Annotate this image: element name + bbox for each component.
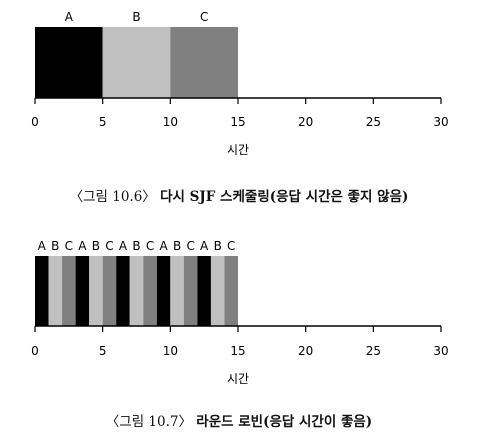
x-tick-label: 15: [230, 115, 245, 129]
segment-label-c: C: [227, 239, 235, 253]
segment-label-b: B: [51, 239, 59, 253]
segment-label-c: C: [146, 239, 154, 253]
x-tick-label: 5: [99, 115, 107, 129]
x-tick-label: 30: [433, 115, 448, 129]
caption-prefix: 〈그림 10.6〉: [69, 189, 156, 205]
segment-a: [35, 27, 103, 98]
segment-c: [102, 256, 117, 326]
figure-caption-10-6: 〈그림 10.6〉 다시 SJF 스케줄링(응답 시간은 좋지 않음): [0, 185, 478, 205]
x-tick-label: 15: [230, 344, 245, 358]
segment-label-b: B: [92, 239, 100, 253]
segment-a: [197, 256, 211, 326]
segment-c: [62, 256, 76, 326]
segment-b: [89, 256, 103, 326]
chart-sjf: A B C 0 5 10 15 20 25 30 시간: [31, 10, 448, 157]
x-tick-label: 0: [31, 344, 39, 358]
x-tick-label: 25: [366, 115, 381, 129]
caption-title: 다시 SJF 스케줄링(응답 시간은 좋지 않음): [160, 189, 409, 205]
x-axis-title: 시간: [227, 143, 249, 157]
x-tick-label: 20: [298, 115, 313, 129]
segment-b: [129, 256, 144, 326]
segment-a: [75, 256, 90, 326]
segment-c: [143, 256, 157, 326]
segment-label-a: A: [78, 239, 87, 253]
x-tick-label: 10: [163, 344, 178, 358]
segment-b: [48, 256, 63, 326]
segment-label-c: C: [105, 239, 113, 253]
x-tick-label: 20: [298, 344, 313, 358]
segment-label-b: B: [173, 239, 181, 253]
caption-title: 라운드 로빈(응답 시간이 좋음): [196, 414, 373, 430]
segment-c: [183, 256, 198, 326]
segment-a: [35, 256, 49, 326]
x-tick-label: 25: [366, 344, 381, 358]
segment-a: [116, 256, 130, 326]
segment-label-a: A: [119, 239, 128, 253]
x-tick-label: 10: [163, 115, 178, 129]
caption-prefix: 〈그림 10.7〉: [105, 414, 192, 430]
x-tick-label: 5: [99, 344, 107, 358]
segment-c: [170, 27, 238, 98]
segment-label-a: A: [159, 239, 168, 253]
segment-label-c: C: [186, 239, 194, 253]
segment-label-a: A: [200, 239, 209, 253]
segment-b: [170, 256, 184, 326]
segment-b: [210, 256, 225, 326]
segment-c: [224, 256, 238, 326]
segment-label-a: A: [38, 239, 47, 253]
x-tick-label: 0: [31, 115, 39, 129]
segment-label-c: C: [65, 239, 73, 253]
x-tick-label: 30: [433, 344, 448, 358]
segment-b: [102, 27, 171, 98]
segment-label-c: C: [200, 10, 208, 24]
segment-label-b: B: [132, 239, 140, 253]
segment-label-b: B: [214, 239, 222, 253]
figure-caption-10-7: 〈그림 10.7〉 라운드 로빈(응답 시간이 좋음): [0, 410, 478, 430]
segment-a: [156, 256, 171, 326]
segment-label-b: B: [132, 10, 140, 24]
x-axis-title: 시간: [227, 372, 249, 386]
segment-label-a: A: [65, 10, 74, 24]
